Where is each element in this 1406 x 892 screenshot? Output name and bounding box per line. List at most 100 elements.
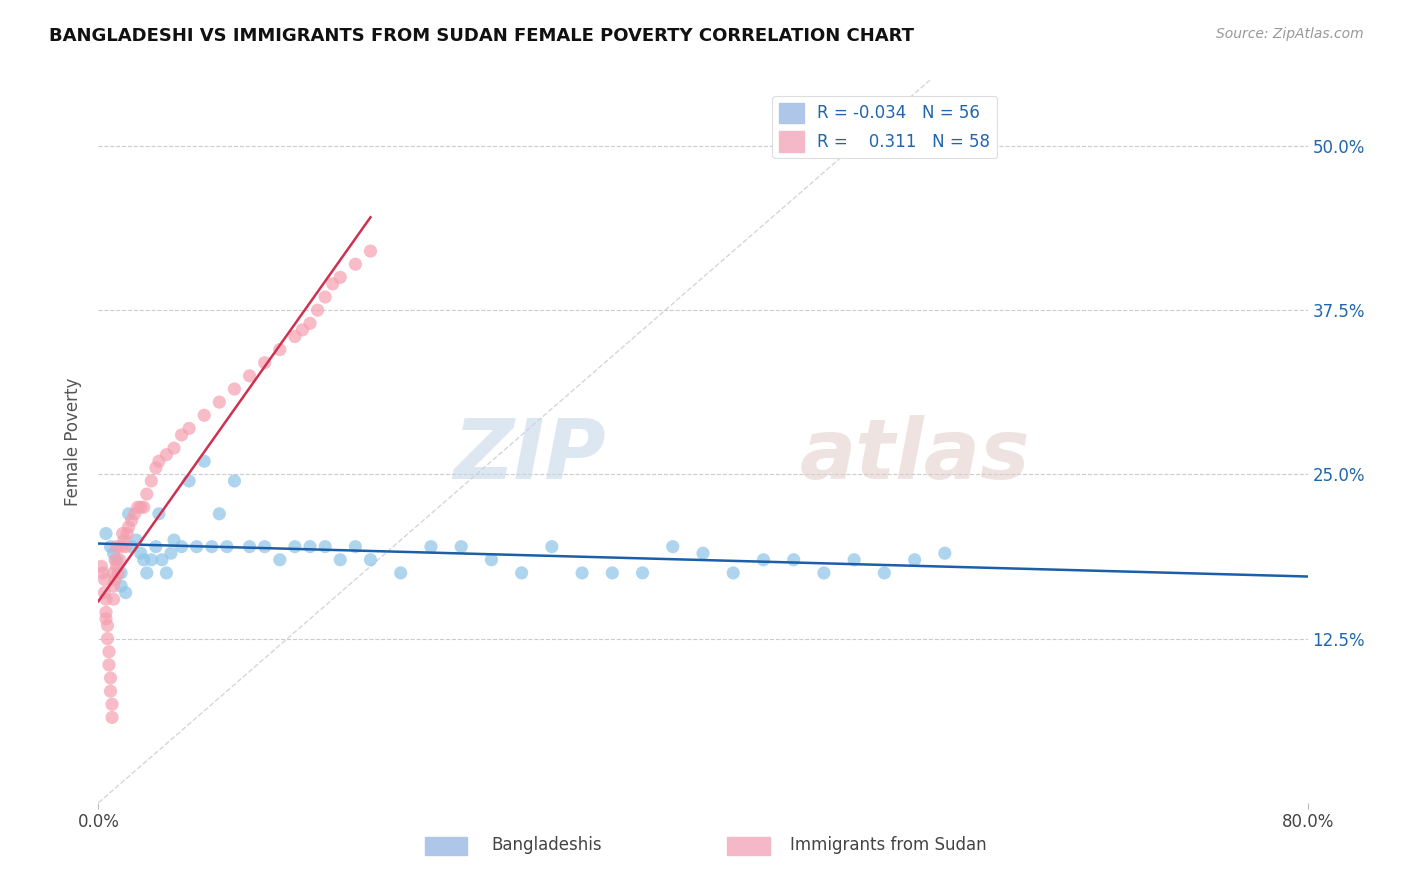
Point xyxy=(344,540,367,554)
Point xyxy=(110,566,132,580)
Point xyxy=(215,540,238,554)
Point xyxy=(118,507,141,521)
Point xyxy=(90,559,112,574)
Point xyxy=(752,553,775,567)
Point xyxy=(284,329,307,343)
Point xyxy=(118,520,141,534)
Point xyxy=(389,566,412,580)
Point xyxy=(125,533,148,547)
Point xyxy=(540,540,562,554)
Point xyxy=(329,553,352,567)
Point xyxy=(201,540,224,554)
Point xyxy=(100,540,122,554)
Text: BANGLADESHI VS IMMIGRANTS FROM SUDAN FEMALE POVERTY CORRELATION CHART: BANGLADESHI VS IMMIGRANTS FROM SUDAN FEM… xyxy=(49,27,914,45)
Point xyxy=(360,553,382,567)
Point xyxy=(661,540,683,554)
Y-axis label: Female Poverty: Female Poverty xyxy=(65,377,83,506)
Point xyxy=(135,566,157,580)
Point xyxy=(253,356,276,370)
Point xyxy=(163,441,186,455)
Point xyxy=(307,303,329,318)
Point xyxy=(602,566,624,580)
Point xyxy=(112,533,135,547)
Point xyxy=(193,409,215,423)
Point xyxy=(148,507,170,521)
Point xyxy=(239,368,262,383)
Point xyxy=(103,592,125,607)
Point xyxy=(94,526,117,541)
Text: Source: ZipAtlas.com: Source: ZipAtlas.com xyxy=(1216,27,1364,41)
Point xyxy=(96,632,118,646)
FancyBboxPatch shape xyxy=(425,837,467,855)
Text: Immigrants from Sudan: Immigrants from Sudan xyxy=(790,837,987,855)
Point xyxy=(127,500,149,515)
Point xyxy=(322,277,344,291)
Point xyxy=(873,566,896,580)
Point xyxy=(344,257,367,271)
Point xyxy=(155,448,177,462)
Point xyxy=(224,474,246,488)
Point xyxy=(631,566,654,580)
Point xyxy=(148,454,170,468)
Point xyxy=(105,553,128,567)
Point xyxy=(101,710,124,724)
Point xyxy=(844,553,866,567)
Point xyxy=(105,540,128,554)
Text: Bangladeshis: Bangladeshis xyxy=(492,837,602,855)
Point xyxy=(132,500,155,515)
Point xyxy=(314,290,336,304)
Point xyxy=(110,579,132,593)
Point xyxy=(114,585,136,599)
Point xyxy=(481,553,503,567)
Point xyxy=(170,428,193,442)
Point xyxy=(269,553,291,567)
Point xyxy=(108,553,131,567)
Point xyxy=(100,671,122,685)
Point xyxy=(98,645,121,659)
Point xyxy=(135,487,157,501)
Point xyxy=(105,559,128,574)
Point xyxy=(150,553,173,567)
Point xyxy=(155,566,177,580)
Point xyxy=(329,270,352,285)
Point xyxy=(208,395,231,409)
Point xyxy=(94,612,117,626)
Point xyxy=(571,566,593,580)
Point xyxy=(141,474,163,488)
Point xyxy=(115,526,138,541)
Point xyxy=(904,553,927,567)
Point xyxy=(107,566,129,580)
Point xyxy=(269,343,291,357)
Point xyxy=(179,474,201,488)
Point xyxy=(299,316,322,330)
Point xyxy=(186,540,208,554)
Point xyxy=(141,553,163,567)
Point xyxy=(291,323,314,337)
Point xyxy=(129,546,152,560)
Text: atlas: atlas xyxy=(800,416,1031,497)
Point xyxy=(510,566,533,580)
Point xyxy=(98,657,121,672)
Point xyxy=(224,382,246,396)
Point xyxy=(93,573,115,587)
Point xyxy=(179,421,201,435)
Point xyxy=(299,540,322,554)
Point xyxy=(145,540,167,554)
Point xyxy=(110,540,132,554)
Point xyxy=(160,546,183,560)
Point xyxy=(121,540,143,554)
Point xyxy=(121,513,143,527)
Legend: R = -0.034   N = 56, R =    0.311   N = 58: R = -0.034 N = 56, R = 0.311 N = 58 xyxy=(772,95,997,158)
Point xyxy=(124,507,146,521)
FancyBboxPatch shape xyxy=(727,837,769,855)
Point xyxy=(132,553,155,567)
Point xyxy=(94,605,117,619)
Point xyxy=(163,533,186,547)
Point xyxy=(208,507,231,521)
Point xyxy=(692,546,714,560)
Point xyxy=(103,579,125,593)
Point xyxy=(96,618,118,632)
Point xyxy=(101,698,124,712)
Point xyxy=(450,540,472,554)
Point xyxy=(91,566,114,580)
